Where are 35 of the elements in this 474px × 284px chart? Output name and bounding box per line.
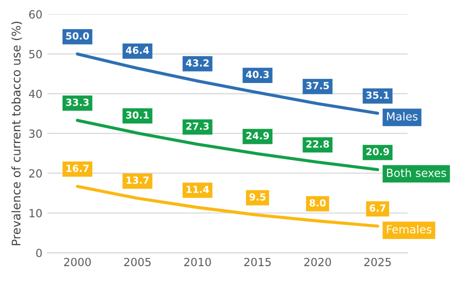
data-label: 24.9 [246, 132, 269, 140]
data-label: 16.7 [66, 164, 89, 172]
data-label: 50.0 [66, 32, 89, 40]
data-label: 37.5 [306, 82, 329, 90]
x-tick-label: 2015 [244, 258, 271, 266]
y-axis-title: Prevalence of current tobacco use (%) [11, 22, 22, 246]
x-tick-label: 2025 [364, 258, 391, 266]
legend-label: Both sexes [387, 168, 446, 178]
data-label: 8.0 [310, 199, 326, 207]
y-tick-label: 30 [29, 129, 42, 138]
y-tick-label: 60 [29, 10, 42, 19]
y-tick-label: 0 [36, 248, 42, 258]
y-tick-label: 20 [29, 169, 42, 178]
data-label: 20.9 [366, 148, 389, 156]
legend-label: Females [387, 224, 432, 234]
y-tick-label: 10 [30, 208, 42, 218]
y-tick-label: 50 [29, 50, 42, 58]
x-tick-label: 2000 [64, 258, 91, 266]
data-label: 9.5 [249, 193, 266, 201]
data-label: 13.7 [126, 176, 149, 184]
data-label: 6.7 [370, 204, 386, 212]
legend-label: Males [387, 112, 418, 121]
x-tick-label: 2020 [304, 258, 331, 266]
data-label: 22.8 [306, 140, 329, 148]
data-label: 33.3 [66, 98, 89, 106]
data-label: 40.3 [246, 70, 269, 78]
data-label: 46.4 [126, 46, 150, 54]
data-label: 43.2 [186, 59, 209, 67]
data-label: 11.4 [186, 186, 210, 193]
data-label: 27.3 [186, 122, 209, 130]
data-label: 30.1 [126, 111, 149, 119]
x-tick-label: 2005 [124, 258, 151, 266]
y-tick-label: 40 [28, 90, 42, 98]
x-tick-label: 2010 [184, 258, 211, 266]
data-label: 35.1 [366, 91, 389, 99]
